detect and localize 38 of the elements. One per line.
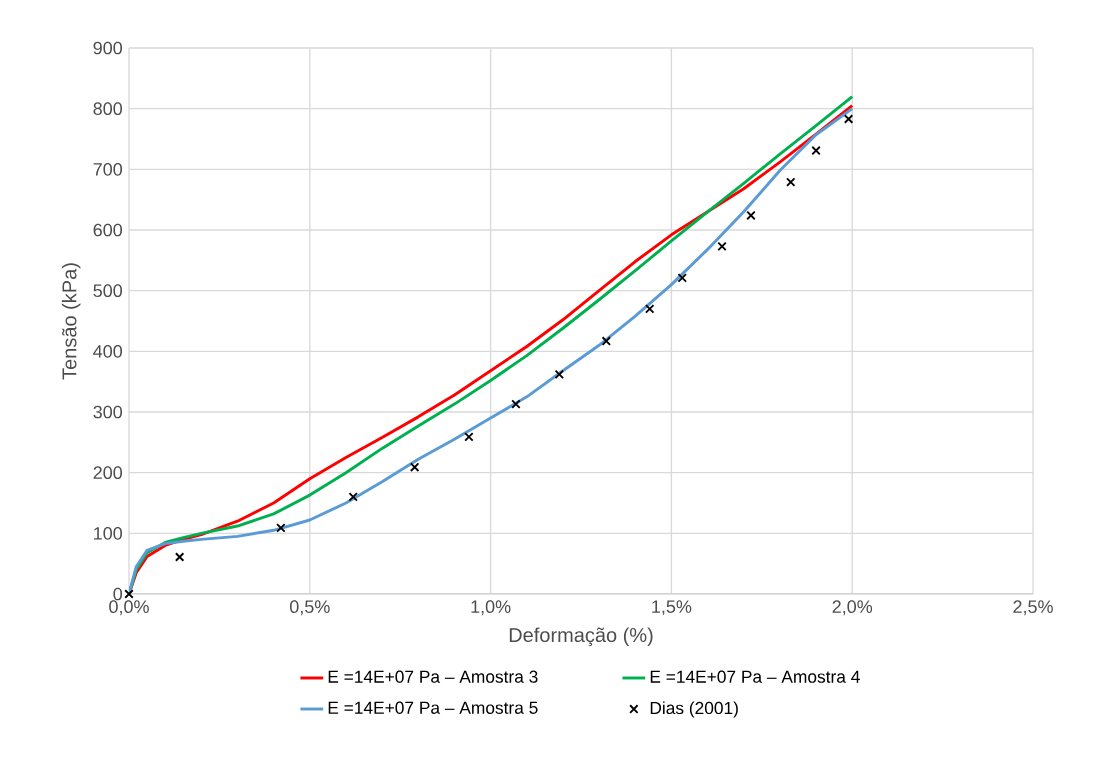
y-tick-label: 200 [93,466,123,480]
point [348,492,358,502]
x-tick-label: 0,0% [109,600,149,616]
x-tick-label: 0,5% [290,600,330,616]
y-axis-title: Tensão (kPa) [61,263,81,380]
point [511,399,521,409]
x-tick-label: 2,5% [1013,600,1053,616]
y-tick-label: 400 [93,344,123,358]
point [811,145,821,156]
point [409,462,420,472]
y-tick-label: 900 [93,41,123,55]
x-tick-label: 2,0% [832,600,873,616]
y-tick-label: 500 [93,284,123,298]
point [717,241,727,252]
x-tick-label: 1,5% [652,600,692,616]
y-tick-label: 700 [93,162,123,176]
point [464,432,474,442]
legend-label: Dias (2001) [650,701,738,718]
x-axis-title: Deformação (%) [509,627,653,647]
point [677,273,687,283]
legend-label: E =14E+07 Pa – Amostra 4 [650,670,860,683]
y-tick-label: 0 [113,587,123,601]
point [843,114,854,124]
point [786,177,796,187]
y-tick-label: 600 [93,223,123,237]
x-tick-label: 1,0% [471,600,511,616]
legend-label: E =14E+07 Pa – Amostra 3 [328,670,538,683]
y-tick-label: 300 [93,405,123,419]
y-tick-label: 100 [94,526,123,540]
y-tick-label: 800 [93,102,123,116]
point [124,589,134,599]
point [174,552,185,562]
point [746,210,756,221]
point [645,304,655,314]
legend-label: E =14E+07 Pa – Amostra 5 [328,701,538,714]
point [276,523,286,533]
point [601,336,612,346]
point [554,369,565,380]
